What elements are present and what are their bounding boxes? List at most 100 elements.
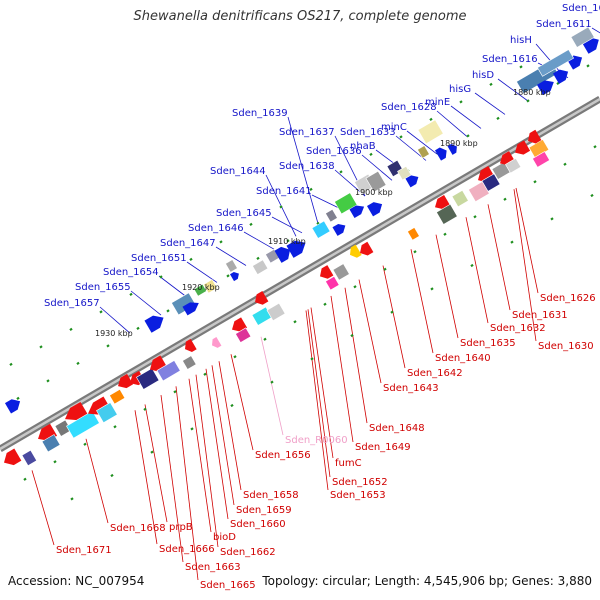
forward-gene-arrow xyxy=(434,147,447,161)
scale-tick xyxy=(53,460,57,464)
bottom-leader-line xyxy=(205,368,229,520)
scale-tick xyxy=(70,497,74,501)
reverse-gene-box xyxy=(66,410,100,439)
bottom-gene-label: Sden_1652 xyxy=(332,477,388,488)
top-leader-line xyxy=(130,290,162,316)
reverse-gene xyxy=(266,302,286,322)
scale-tick xyxy=(533,180,537,184)
reverse-gene-box xyxy=(436,203,458,225)
bottom-leader-line xyxy=(211,365,235,506)
reverse-gene xyxy=(532,151,551,168)
reverse-gene-arrow xyxy=(65,401,88,421)
reverse-gene xyxy=(350,244,362,258)
reverse-gene-arrow xyxy=(185,338,197,352)
reverse-gene-box xyxy=(266,302,286,322)
reverse-gene-box xyxy=(332,263,350,281)
bottom-gene-label: fumC xyxy=(335,458,362,469)
bottom-leader-line xyxy=(307,309,331,478)
scale-tick xyxy=(230,403,234,408)
forward-gene xyxy=(286,240,306,258)
top-gene-label: Sden_1654 xyxy=(103,267,159,278)
reverse-gene xyxy=(451,189,469,208)
scale-tick xyxy=(249,222,253,227)
bottom-leader-line xyxy=(515,187,539,294)
top-gene-label: hisD xyxy=(472,70,494,81)
forward-gene xyxy=(274,246,291,263)
scale-tick xyxy=(593,145,597,149)
reverse-gene-arrow xyxy=(4,448,22,466)
top-leader-line xyxy=(158,275,190,300)
scale-tick xyxy=(353,285,357,289)
scale-tick xyxy=(190,427,194,431)
reverse-gene xyxy=(182,355,197,370)
bottom-gene-label: Sden_1662 xyxy=(220,547,276,558)
bottom-leader-line xyxy=(410,249,434,354)
reverse-gene xyxy=(320,265,334,279)
scale-tick xyxy=(9,362,13,367)
scale-tick xyxy=(526,99,530,103)
reverse-gene xyxy=(96,402,118,424)
top-leader-line xyxy=(99,306,131,334)
forward-gene xyxy=(252,259,269,275)
forward-gene xyxy=(325,208,338,223)
scale-tick xyxy=(110,473,114,478)
top-gene-label: Sden_1639 xyxy=(232,108,288,119)
top-leader-line xyxy=(243,231,275,250)
bottom-gene-label: Sden_1648 xyxy=(369,423,425,434)
scale-tick xyxy=(489,82,493,87)
accession-text: Accession: NC_007954 xyxy=(8,574,145,588)
scale-tick xyxy=(166,309,170,313)
forward-gene xyxy=(366,202,383,217)
scale-tick xyxy=(369,152,373,157)
bottom-leader-line xyxy=(435,234,459,339)
scale-tick xyxy=(99,310,103,314)
scale-tick xyxy=(159,275,163,279)
bottom-leader-line xyxy=(382,265,406,369)
reverse-gene-box xyxy=(407,227,420,241)
top-leader-line xyxy=(361,154,393,181)
reverse-gene-arrow xyxy=(360,241,374,256)
forward-gene xyxy=(182,302,199,316)
scale-tick xyxy=(293,320,297,324)
forward-gene xyxy=(332,223,346,236)
scale-tick xyxy=(519,65,523,69)
forward-gene xyxy=(349,205,365,218)
reverse-gene-arrow xyxy=(435,195,451,210)
bottom-gene-label: prpB xyxy=(169,522,193,533)
bottom-gene-label: Sden_1659 xyxy=(236,505,292,516)
bottom-leader-line xyxy=(487,204,511,311)
bottom-gene-label: Sden_1632 xyxy=(490,323,546,334)
forward-gene xyxy=(4,399,21,414)
bottom-leader-line xyxy=(175,386,199,581)
forward-gene xyxy=(434,147,447,161)
forward-gene-box xyxy=(417,119,444,145)
top-gene-label: Sden_1655 xyxy=(75,282,131,293)
bottom-gene-label: Sden_1635 xyxy=(460,338,516,349)
scale-tick xyxy=(233,355,237,359)
reverse-gene-arrow xyxy=(350,244,362,258)
reverse-gene-arrow xyxy=(118,373,134,389)
forward-gene-arrow xyxy=(229,271,239,282)
bottom-gene-label: Sden_1640 xyxy=(435,353,491,364)
reverse-gene-labels: Sden_1626 Sden_1631 Sden_1632 Sden_1630 Sden… xyxy=(56,293,596,591)
bottom-leader-line xyxy=(230,354,254,451)
forward-gene xyxy=(144,315,164,333)
reverse-gene xyxy=(255,291,269,305)
forward-gene xyxy=(193,283,208,297)
genome-summary: Topology: circular; Length: 4,545,906 bp… xyxy=(262,574,592,588)
top-gene-label: Sden_1610 xyxy=(562,3,600,14)
forward-gene-arrow xyxy=(447,143,457,155)
reverse-gene xyxy=(332,263,350,281)
forward-gene xyxy=(552,69,569,84)
reverse-gene xyxy=(41,434,61,453)
bottom-gene-label: Sden_1631 xyxy=(512,310,568,321)
top-leader-line xyxy=(186,261,218,283)
top-gene-label: Sden_1644 xyxy=(210,166,266,177)
scale-labels: 1880 kbp 1890 kbp 1900 kbp 1910 kbp 1920 kbp… xyxy=(95,88,551,338)
forward-gene xyxy=(447,143,457,155)
top-gene-label: Sden_1628 xyxy=(381,102,437,113)
scale-tick xyxy=(310,357,314,361)
bottom-gene-label: Sden_1671 xyxy=(56,545,112,556)
bottom-gene-label: Sden_1630 xyxy=(538,341,594,352)
top-gene-label: Sden_1636 xyxy=(306,146,362,157)
